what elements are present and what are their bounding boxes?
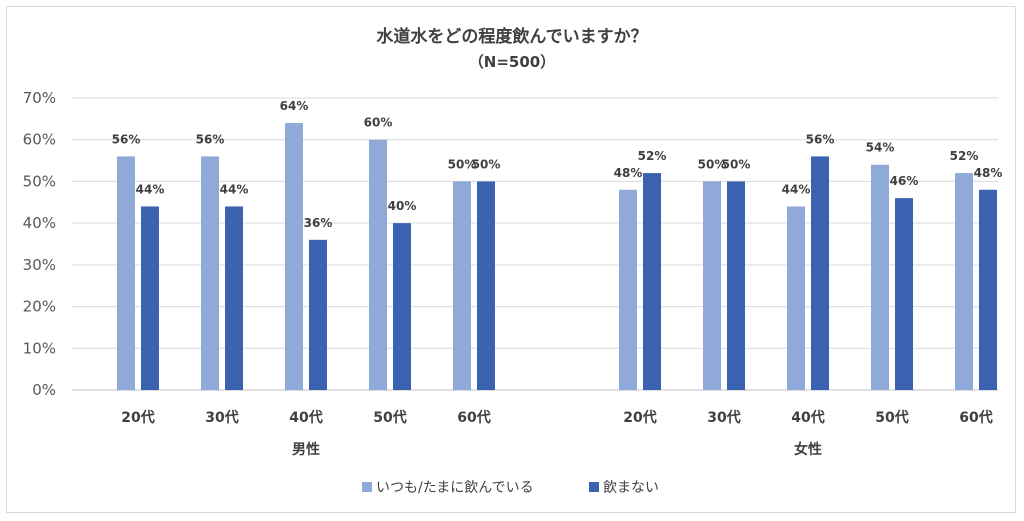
bar <box>309 239 327 390</box>
bar <box>895 198 913 390</box>
y-tick-label: 20% <box>23 298 56 316</box>
legend-label: 飲まない <box>603 480 659 496</box>
bar <box>393 223 411 390</box>
legend-swatch <box>362 482 372 492</box>
y-tick-label: 60% <box>23 131 56 149</box>
y-tick-label: 70% <box>23 89 56 107</box>
data-label: 60% <box>364 116 393 130</box>
x-tick-label: 50代 <box>373 409 406 426</box>
bar <box>285 123 303 391</box>
data-label: 50% <box>472 157 501 171</box>
data-label: 40% <box>388 199 417 213</box>
data-label: 44% <box>220 182 249 196</box>
x-tick-label: 30代 <box>707 409 740 426</box>
bar <box>117 156 135 390</box>
x-tick-label: 20代 <box>623 409 656 426</box>
x-tick-label: 60代 <box>959 409 992 426</box>
legend-swatch <box>589 482 599 492</box>
bar <box>369 139 387 390</box>
group-label: 女性 <box>794 441 822 458</box>
data-label: 44% <box>782 182 811 196</box>
data-label: 48% <box>974 166 1003 180</box>
x-tick-label: 40代 <box>289 409 322 426</box>
x-tick-label: 50代 <box>875 409 908 426</box>
bar <box>453 181 471 390</box>
data-label: 50% <box>722 157 751 171</box>
y-axis: 0% 10% 20% 30% 40% 50% 60% 70% <box>23 89 56 399</box>
data-label: 36% <box>304 216 333 230</box>
y-tick-label: 30% <box>23 256 56 274</box>
bars: 56%44%56%44%64%36%60%40%50%50%48%52%50%5… <box>112 99 1003 391</box>
data-label: 50% <box>448 157 477 171</box>
data-label: 54% <box>866 141 895 155</box>
x-tick-label: 40代 <box>791 409 824 426</box>
bar <box>811 156 829 390</box>
data-label: 52% <box>638 149 667 163</box>
data-label: 56% <box>112 132 141 146</box>
bar <box>979 189 997 390</box>
bar <box>619 189 637 390</box>
x-tick-label: 30代 <box>205 409 238 426</box>
bar <box>201 156 219 390</box>
bar <box>787 206 805 390</box>
y-tick-label: 10% <box>23 339 56 357</box>
y-tick-label: 50% <box>23 172 56 190</box>
bar <box>643 173 661 390</box>
bar <box>703 181 721 390</box>
data-label: 56% <box>196 132 225 146</box>
chart-title: 水道水をどの程度飲んでいますか？ <box>376 26 647 47</box>
bar <box>477 181 495 390</box>
data-label: 48% <box>614 166 643 180</box>
bar <box>141 206 159 390</box>
legend: いつも/たまに飲んでいる 飲まない <box>362 480 659 496</box>
chart-subtitle: （N=500） <box>469 53 555 71</box>
chart-frame <box>6 6 1016 513</box>
y-tick-label: 0% <box>32 381 56 399</box>
data-label: 44% <box>136 182 165 196</box>
data-label: 64% <box>280 99 309 113</box>
x-tick-label: 20代 <box>121 409 154 426</box>
data-label: 56% <box>806 132 835 146</box>
data-label: 50% <box>698 157 727 171</box>
bar <box>955 173 973 390</box>
data-label: 46% <box>890 174 919 188</box>
bar <box>225 206 243 390</box>
x-tick-label: 60代 <box>457 409 490 426</box>
bar <box>871 164 889 390</box>
bar <box>727 181 745 390</box>
y-tick-label: 40% <box>23 214 56 232</box>
group-label: 男性 <box>292 441 320 458</box>
legend-label: いつも/たまに飲んでいる <box>376 480 534 496</box>
data-label: 52% <box>950 149 979 163</box>
